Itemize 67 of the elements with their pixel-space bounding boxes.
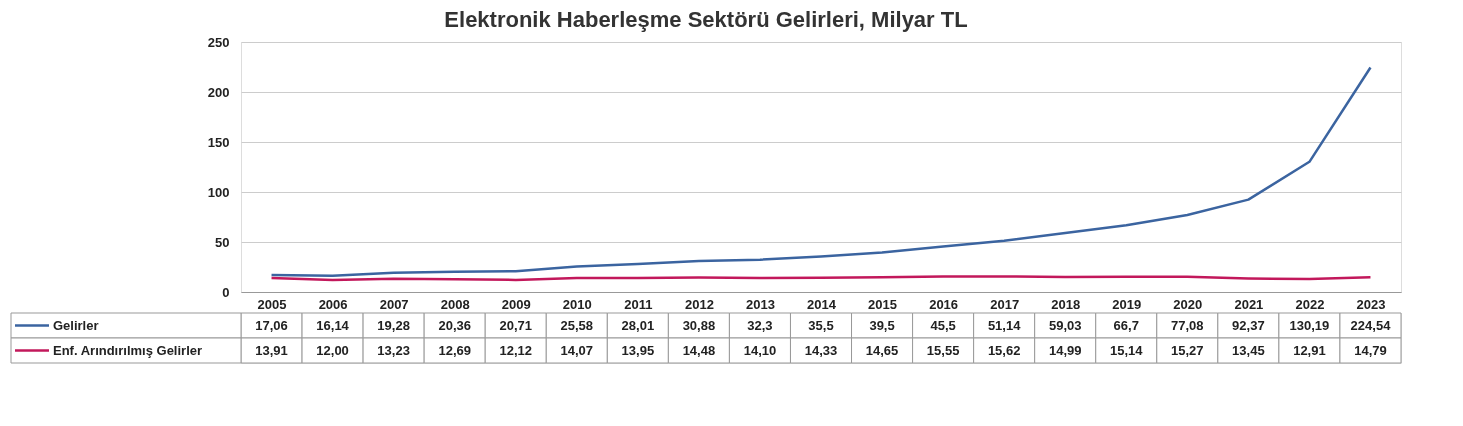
x-tick-label: 2015 — [868, 296, 898, 312]
y-tick-label: 0 — [222, 284, 230, 300]
data-label: 30,88 — [682, 317, 716, 333]
data-label: 12,69 — [438, 342, 471, 358]
data-label: 20,36 — [438, 317, 471, 333]
x-tick-label: 2007 — [379, 296, 409, 312]
data-label: 12,00 — [316, 342, 349, 358]
data-label: 20,71 — [499, 317, 533, 333]
x-tick-label: 2020 — [1173, 296, 1203, 312]
x-tick-label: 2006 — [318, 296, 348, 312]
x-tick-label: 2016 — [929, 296, 959, 312]
data-label: 14,07 — [560, 342, 594, 358]
x-tick-label: 2005 — [257, 296, 287, 312]
data-label: 77,08 — [1171, 317, 1204, 333]
x-tick-label: 2012 — [684, 296, 714, 312]
x-tick-label: 2014 — [807, 296, 837, 312]
data-label: 19,28 — [377, 317, 410, 333]
data-label: 15,55 — [926, 342, 960, 358]
data-label: 32,3 — [747, 317, 773, 333]
data-label: 15,14 — [1109, 342, 1144, 358]
data-label: 224,54 — [1350, 317, 1392, 333]
data-label: 92,37 — [1232, 317, 1265, 333]
data-label: 12,91 — [1293, 342, 1326, 358]
x-tick-label: 2017 — [990, 296, 1020, 312]
data-label: 14,99 — [1048, 342, 1082, 358]
data-label: 59,03 — [1048, 317, 1082, 333]
x-tick-label: 2018 — [1051, 296, 1081, 312]
data-label: 28,01 — [621, 317, 655, 333]
y-tick-label: 200 — [207, 84, 230, 100]
data-label: 39,5 — [869, 317, 895, 333]
data-label: 13,45 — [1232, 342, 1265, 358]
legend-label: Gelirler — [53, 317, 99, 333]
data-label: 16,14 — [316, 317, 350, 333]
data-label: 45,5 — [930, 317, 956, 333]
data-label: 51,14 — [987, 317, 1022, 333]
data-label: 14,10 — [743, 342, 777, 358]
x-tick-label: 2011 — [624, 296, 653, 312]
data-label: 13,91 — [255, 342, 288, 358]
data-label: 14,33 — [804, 342, 838, 358]
x-tick-label: 2009 — [501, 296, 531, 312]
data-label: 66,7 — [1113, 317, 1139, 333]
x-tick-label: 2022 — [1295, 296, 1325, 312]
x-tick-label: 2019 — [1112, 296, 1142, 312]
data-label: 17,06 — [255, 317, 288, 333]
x-tick-label: 2013 — [745, 296, 775, 312]
x-tick-label: 2008 — [440, 296, 470, 312]
y-tick-label: 250 — [207, 34, 230, 50]
x-tick-label: 2010 — [562, 296, 592, 312]
legend-label: Enf. Arındırılmış Gelirler — [53, 342, 203, 358]
data-label: 13,95 — [621, 342, 655, 358]
data-label: 14,65 — [865, 342, 899, 358]
line-series — [270, 66, 1372, 278]
x-tick-label: 2021 — [1234, 296, 1264, 312]
y-tick-label: 150 — [207, 134, 230, 150]
data-label: 15,62 — [987, 342, 1021, 358]
data-label: 14,48 — [682, 342, 716, 358]
chart-title: Elektronik Haberleşme Sektörü Gelirleri, Milyar TL — [444, 6, 968, 32]
data-label: 15,27 — [1171, 342, 1204, 358]
data-label: 25,58 — [560, 317, 594, 333]
data-label: 130,19 — [1289, 317, 1330, 333]
y-tick-label: 50 — [215, 234, 230, 250]
data-label: 13,23 — [377, 342, 410, 358]
y-tick-label: 100 — [207, 184, 230, 200]
data-label: 14,79 — [1354, 342, 1387, 358]
x-tick-label: 2023 — [1356, 296, 1386, 312]
data-label: 12,12 — [499, 342, 533, 358]
data-label: 35,5 — [808, 317, 834, 333]
